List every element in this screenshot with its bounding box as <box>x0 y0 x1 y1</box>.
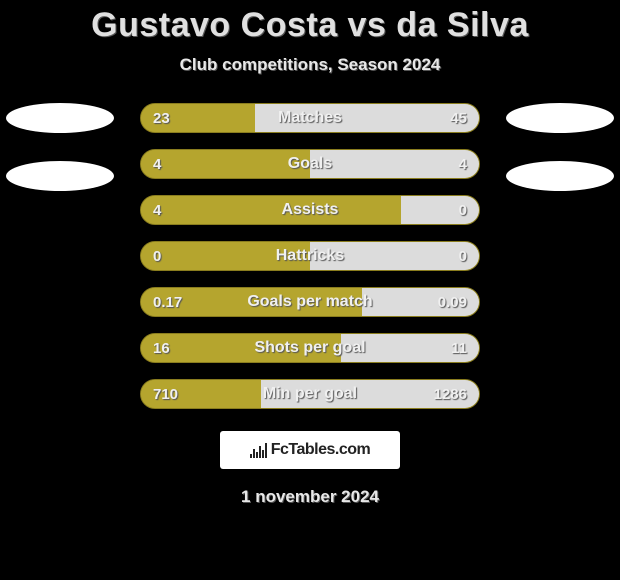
logo-text: FcTables.com <box>271 441 371 459</box>
date-label: 1 november 2024 <box>0 487 620 507</box>
stat-value-right: 0.09 <box>438 288 467 316</box>
stat-label: Min per goal <box>141 380 479 408</box>
subtitle: Club competitions, Season 2024 <box>0 55 620 75</box>
comparison-bars: Matches2345Goals44Assists40Hattricks00Go… <box>140 103 480 409</box>
avatar-placeholder-icon <box>506 103 614 133</box>
avatar-placeholder-icon <box>6 103 114 133</box>
stat-value-right: 1286 <box>434 380 467 408</box>
stat-value-right: 45 <box>450 104 467 132</box>
stat-row: Min per goal710 1286 <box>140 379 480 409</box>
stat-value-left: 23 <box>153 104 170 132</box>
stat-value-right: 4 <box>459 150 467 178</box>
page-title: Gustavo Costa vs da Silva <box>0 0 620 45</box>
stat-label: Shots per goal <box>141 334 479 362</box>
stat-row: Shots per goal16 11 <box>140 333 480 363</box>
stat-row: Hattricks0 0 <box>140 241 480 271</box>
avatar-placeholder-icon <box>6 161 114 191</box>
stat-row: Assists4 0 <box>140 195 480 225</box>
stat-value-left: 710 <box>153 380 178 408</box>
stat-value-left: 0.17 <box>153 288 182 316</box>
stat-value-left: 4 <box>153 150 161 178</box>
stat-value-left: 16 <box>153 334 170 362</box>
stat-value-left: 0 <box>153 242 161 270</box>
avatar-placeholder-icon <box>506 161 614 191</box>
stat-value-right: 0 <box>459 242 467 270</box>
stat-row: Matches23 45 <box>140 103 480 133</box>
stat-row: Goals4 4 <box>140 149 480 179</box>
player-left-avatar-group <box>6 103 114 191</box>
stat-value-right: 0 <box>459 196 467 224</box>
player-right-avatar-group <box>506 103 614 191</box>
stat-row: Goals per match0.17 0.09 <box>140 287 480 317</box>
stat-label: Assists <box>141 196 479 224</box>
logo-box: FcTables.com <box>220 431 400 469</box>
stat-label: Goals <box>141 150 479 178</box>
stat-label: Matches <box>141 104 479 132</box>
stat-label: Hattricks <box>141 242 479 270</box>
bar-chart-icon <box>250 442 267 458</box>
comparison-section: Matches2345Goals44Assists40Hattricks00Go… <box>0 103 620 507</box>
stat-label: Goals per match <box>141 288 479 316</box>
stat-value-left: 4 <box>153 196 161 224</box>
stat-value-right: 11 <box>451 334 467 362</box>
